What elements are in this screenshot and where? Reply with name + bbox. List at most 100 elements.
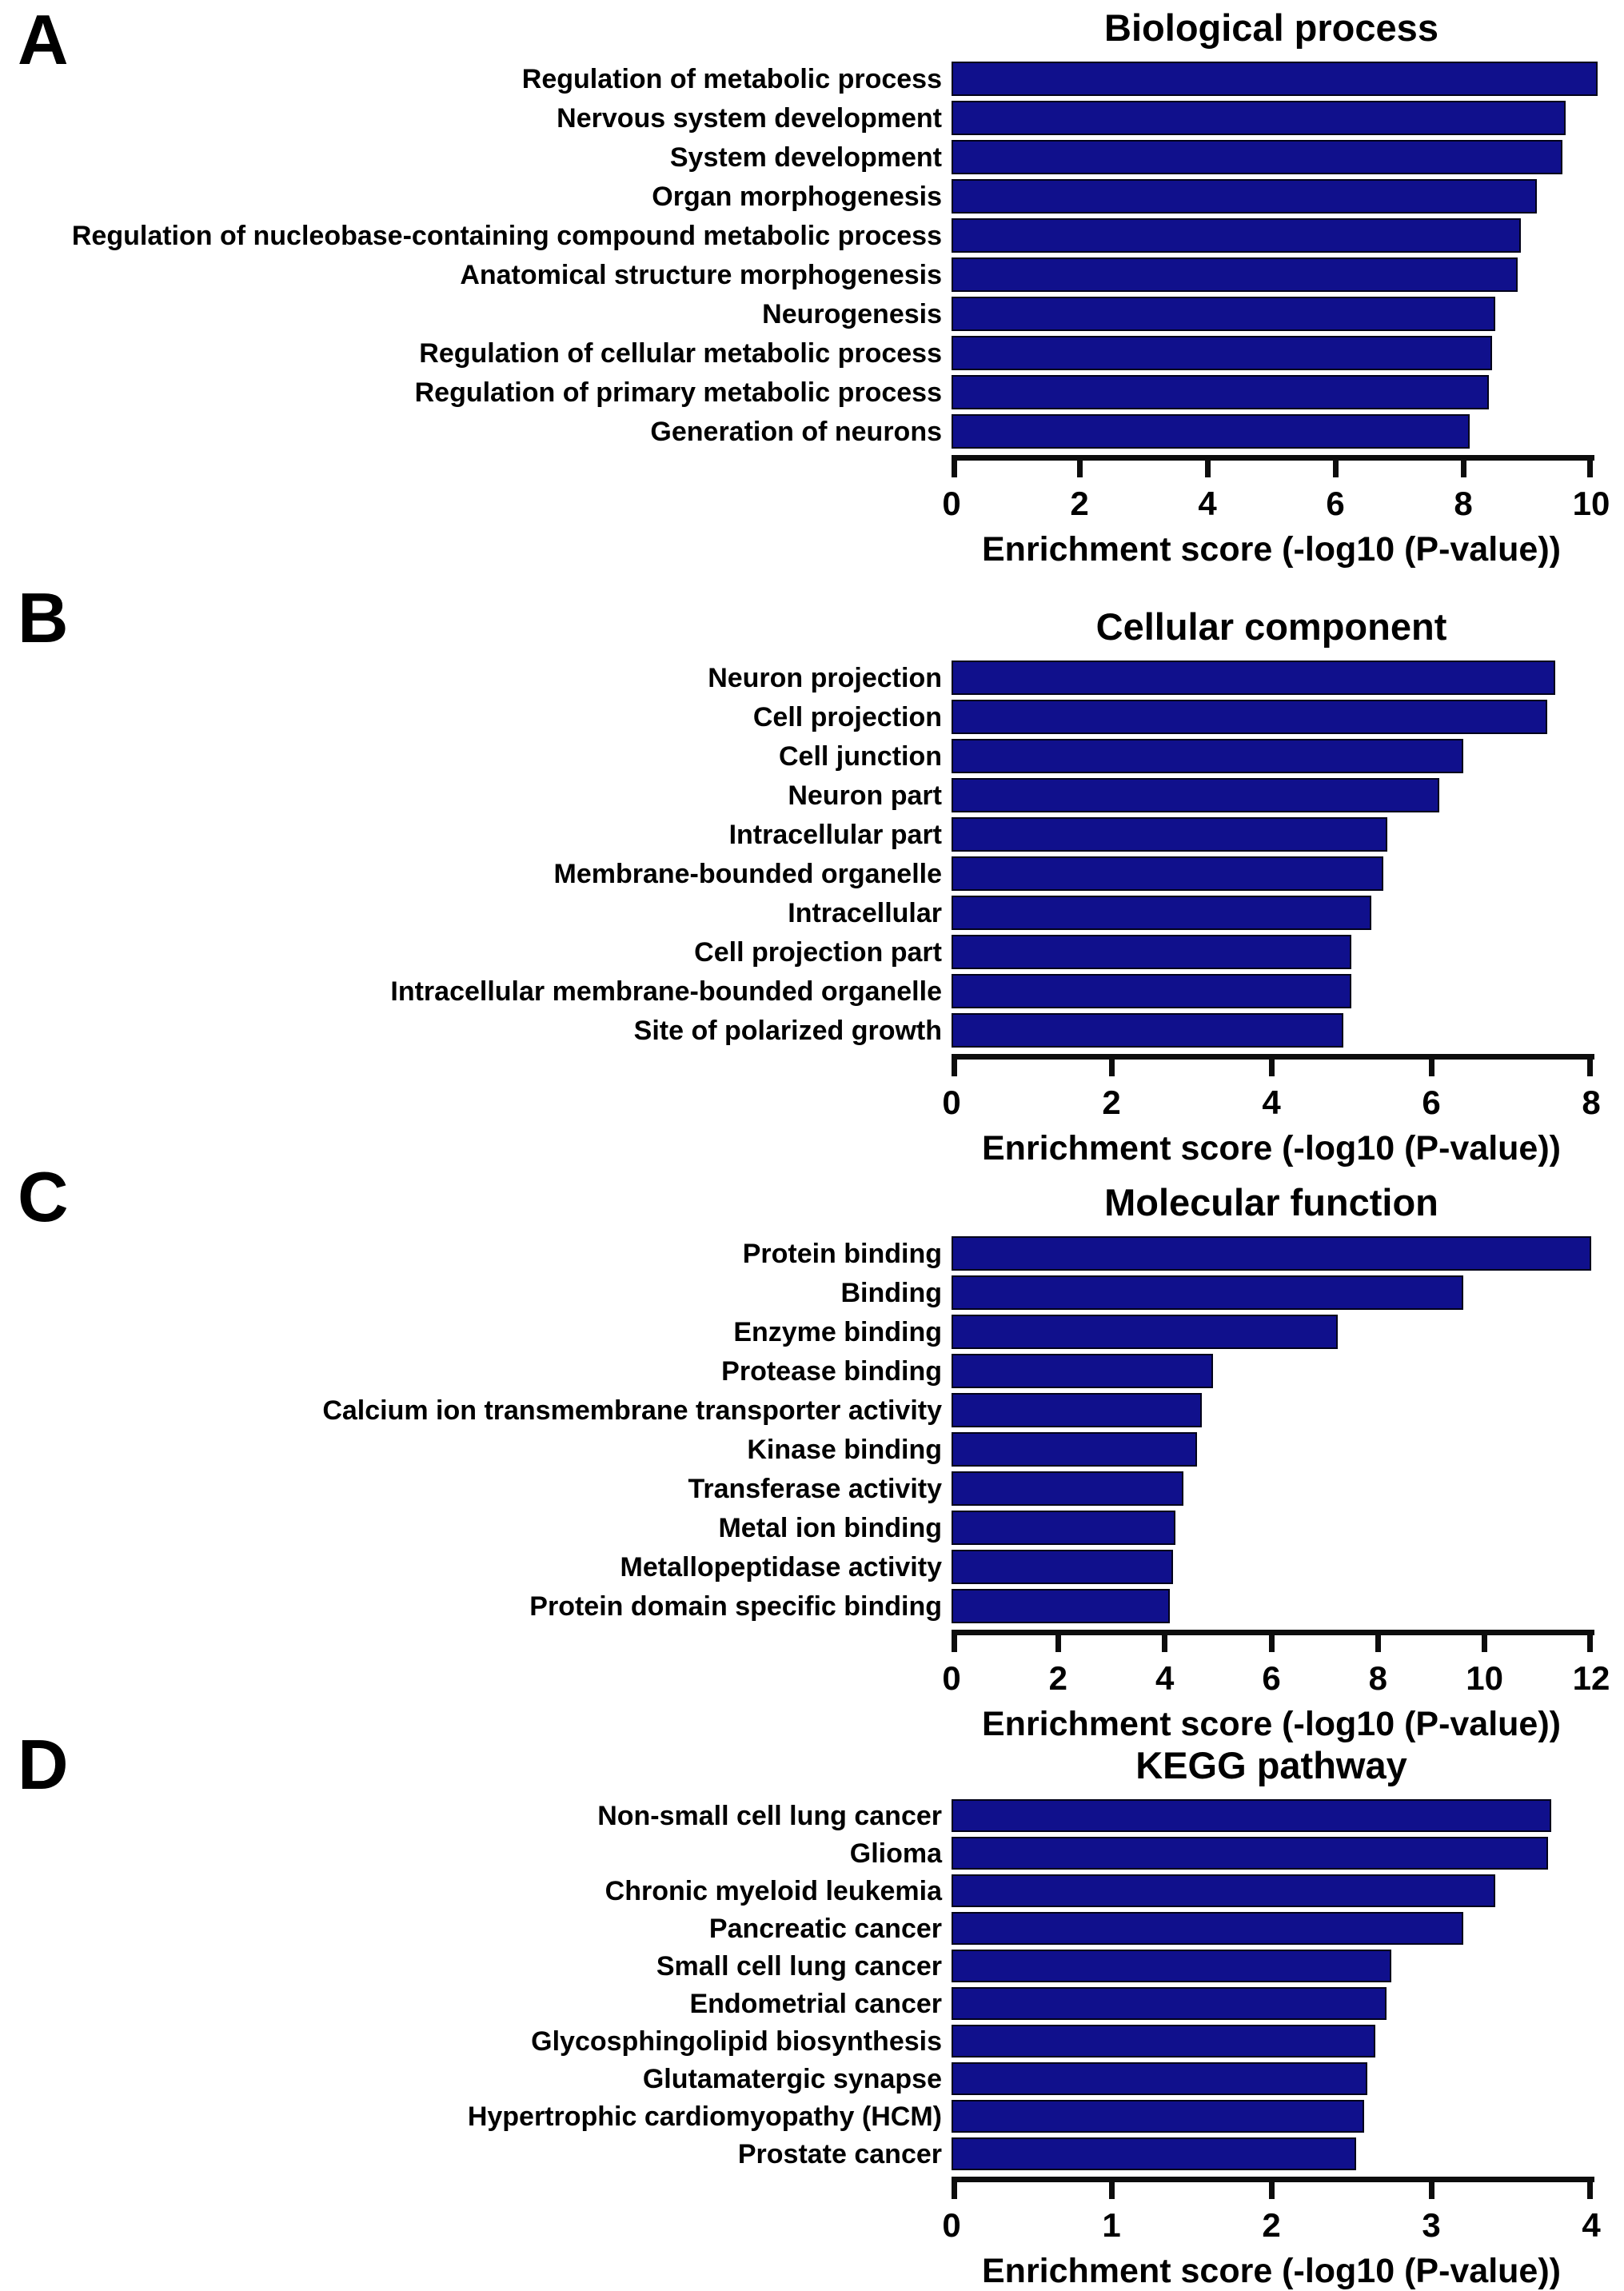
bar-row: Intracellular <box>0 893 1624 932</box>
bar <box>952 856 1383 892</box>
category-label: Prostate cancer <box>737 2138 942 2169</box>
bar-row: Intracellular part <box>0 815 1624 854</box>
bar-track <box>952 336 1591 371</box>
bar-row: Generation of neurons <box>0 412 1624 451</box>
bar-track <box>952 1393 1591 1428</box>
category-label: Membrane-bounded organelle <box>553 858 943 889</box>
category-label: Small cell lung cancer <box>656 1950 942 1982</box>
bar-track <box>952 974 1591 1009</box>
tick-label: 6 <box>1422 1084 1441 1122</box>
bar-track <box>952 1354 1591 1389</box>
bar-track <box>952 1837 1591 1870</box>
category-label: Hypertrophic cardiomyopathy (HCM) <box>467 2101 942 2132</box>
x-axis-label: Enrichment score (-log10 (P-value)) <box>982 2252 1561 2291</box>
panel-letter-c: C <box>18 1157 69 1236</box>
bar <box>952 1987 1387 2021</box>
bar-row: Anatomical structure morphogenesis <box>0 255 1624 294</box>
bar-track <box>952 1589 1591 1624</box>
bar-track <box>952 218 1591 253</box>
bar-row: Calcium ion transmembrane transporter ac… <box>0 1391 1624 1430</box>
bar-row: Pancreatic cancer <box>0 1910 1624 1947</box>
category-label: Intracellular membrane-bounded organelle <box>390 976 942 1007</box>
bar <box>952 1950 1391 1983</box>
chart-title: Molecular function <box>1104 1181 1438 1223</box>
bar-row: Glycosphingolipid biosynthesis <box>0 2022 1624 2060</box>
bar-row: Transferase activity <box>0 1469 1624 1508</box>
bar-track <box>952 896 1591 931</box>
x-axis-label: Enrichment score (-log10 (P-value)) <box>982 1705 1561 1744</box>
bar <box>952 1471 1183 1507</box>
x-axis <box>952 1630 1594 1655</box>
bar-row: System development <box>0 138 1624 177</box>
bar <box>952 1837 1548 1870</box>
tick-mark <box>1587 2177 1593 2200</box>
bar <box>952 896 1371 931</box>
bar-track <box>952 375 1591 410</box>
tick-label: 0 <box>942 485 961 523</box>
category-label: Transferase activity <box>688 1473 942 1504</box>
bar-row: Metal ion binding <box>0 1508 1624 1547</box>
category-label: Nervous system development <box>557 102 942 134</box>
bar-track <box>952 739 1591 774</box>
bar <box>952 414 1470 449</box>
tick-label: 0 <box>942 2206 961 2245</box>
category-label: Metal ion binding <box>718 1512 942 1543</box>
bar-track <box>952 1315 1591 1350</box>
category-label: Protein binding <box>742 1238 942 1269</box>
bar-row: Neurogenesis <box>0 294 1624 333</box>
bar-track <box>952 2062 1591 2096</box>
bar-row: Cell projection part <box>0 932 1624 972</box>
bar <box>952 2062 1367 2096</box>
bar-track <box>952 1471 1591 1507</box>
bar-track <box>952 257 1591 293</box>
bar-track <box>952 1511 1591 1546</box>
bar <box>952 1874 1495 1908</box>
bar <box>952 1354 1213 1389</box>
tick-mark <box>1076 455 1083 478</box>
bar-rows: Non-small cell lung cancer Glioma Chronic … <box>0 1797 1624 2173</box>
bar-row: Kinase binding <box>0 1430 1624 1469</box>
bar-track <box>952 2025 1591 2058</box>
chart-title: Cellular component <box>1095 605 1447 648</box>
category-label: Regulation of nucleobase-containing comp… <box>71 220 942 251</box>
bar-rows: Protein binding Binding Enzyme binding Prot… <box>0 1234 1624 1626</box>
tick-label: 4 <box>1198 485 1217 523</box>
bar <box>952 778 1439 813</box>
axis-ticklabels: 0 2 4 6 8 10 12 <box>942 1659 1610 1702</box>
bar <box>952 140 1562 175</box>
category-label: Cell projection <box>752 701 942 732</box>
tick-mark <box>1375 1630 1381 1653</box>
category-label: Chronic myeloid leukemia <box>605 1875 942 1906</box>
bar-track <box>952 140 1591 175</box>
bar <box>952 2100 1364 2133</box>
bar-track <box>952 817 1591 852</box>
bar <box>952 179 1537 214</box>
bar <box>952 101 1566 136</box>
bar <box>952 1799 1551 1833</box>
x-axis-label: Enrichment score (-log10 (P-value)) <box>982 1129 1561 1168</box>
tick-label: 6 <box>1262 1659 1281 1698</box>
bar-track <box>952 778 1591 813</box>
tick-mark <box>1428 1054 1434 1077</box>
bar-row: Chronic myeloid leukemia <box>0 1872 1624 1910</box>
tick-mark <box>1204 455 1211 478</box>
bar <box>952 218 1521 253</box>
axis-ticklabels: 0 2 4 6 8 <box>942 1084 1600 1126</box>
tick-label: 8 <box>1368 1659 1388 1698</box>
bar-row: Prostate cancer <box>0 2135 1624 2173</box>
tick-mark <box>1162 1630 1168 1653</box>
bar-track <box>952 935 1591 970</box>
category-label: Glioma <box>849 1838 942 1869</box>
bar <box>952 1236 1591 1271</box>
bar-row: Metallopeptidase activity <box>0 1547 1624 1587</box>
category-label: Generation of neurons <box>650 416 942 447</box>
bar-rows: Regulation of metabolic process Nervous s… <box>0 59 1624 451</box>
category-label: Cell projection part <box>694 936 942 968</box>
tick-mark <box>1268 1054 1275 1077</box>
bar-track <box>952 414 1591 449</box>
bar-track <box>952 1874 1591 1908</box>
bar <box>952 375 1489 410</box>
bar-row: Organ morphogenesis <box>0 177 1624 216</box>
bar-track <box>952 661 1591 696</box>
bar-row: Regulation of nucleobase-containing comp… <box>0 216 1624 255</box>
